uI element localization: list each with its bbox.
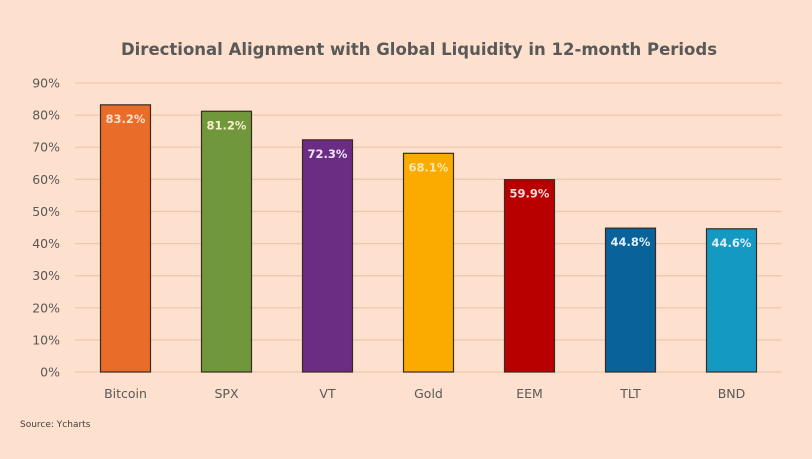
y-tick-label: 30% [32,268,60,283]
bar-gold [402,152,455,373]
y-tick-label: 40% [32,236,60,251]
x-axis-ticks: Bitcoin SPX VT Gold EEM TLT BND [104,386,745,401]
x-tick-label: SPX [214,386,238,401]
x-tick-label: EEM [516,386,543,401]
data-label: 81.2% [207,118,247,132]
y-tick-label: 70% [32,140,60,155]
y-axis-ticks: 0% 10% 20% 30% 40% 50% 60% 70% 80% 90% [32,76,60,380]
data-label: 59.9% [510,187,550,201]
x-tick-label: Bitcoin [104,386,147,401]
x-tick-label: Gold [414,386,443,401]
bar-bnd [705,228,758,373]
data-label: 44.6% [712,236,752,250]
data-label: 44.8% [611,235,651,249]
data-label: 72.3% [308,147,348,161]
data-labels: 83.2% 81.2% 72.3% 68.1% 59.9% 44.8% 44.6% [106,112,752,250]
y-tick-label: 50% [32,204,60,219]
bar-bitcoin [99,104,152,373]
bar-spx [200,110,253,373]
data-label: 83.2% [106,112,146,126]
y-tick-label: 60% [32,172,60,187]
data-label: 68.1% [409,160,449,174]
x-tick-label: BND [718,386,746,401]
y-tick-label: 20% [32,300,60,315]
bars [99,104,758,373]
chart-title: Directional Alignment with Global Liquid… [121,40,717,59]
x-tick-label: VT [319,386,336,401]
y-tick-label: 10% [32,332,60,347]
bar-eem [503,179,556,373]
x-tick-label: TLT [619,386,641,401]
y-tick-label: 0% [40,365,60,380]
bar-vt [301,139,354,373]
y-tick-label: 90% [32,76,60,91]
source-note: Source: Ycharts [20,420,91,430]
y-tick-label: 80% [32,108,60,123]
bar-tlt [604,227,657,373]
